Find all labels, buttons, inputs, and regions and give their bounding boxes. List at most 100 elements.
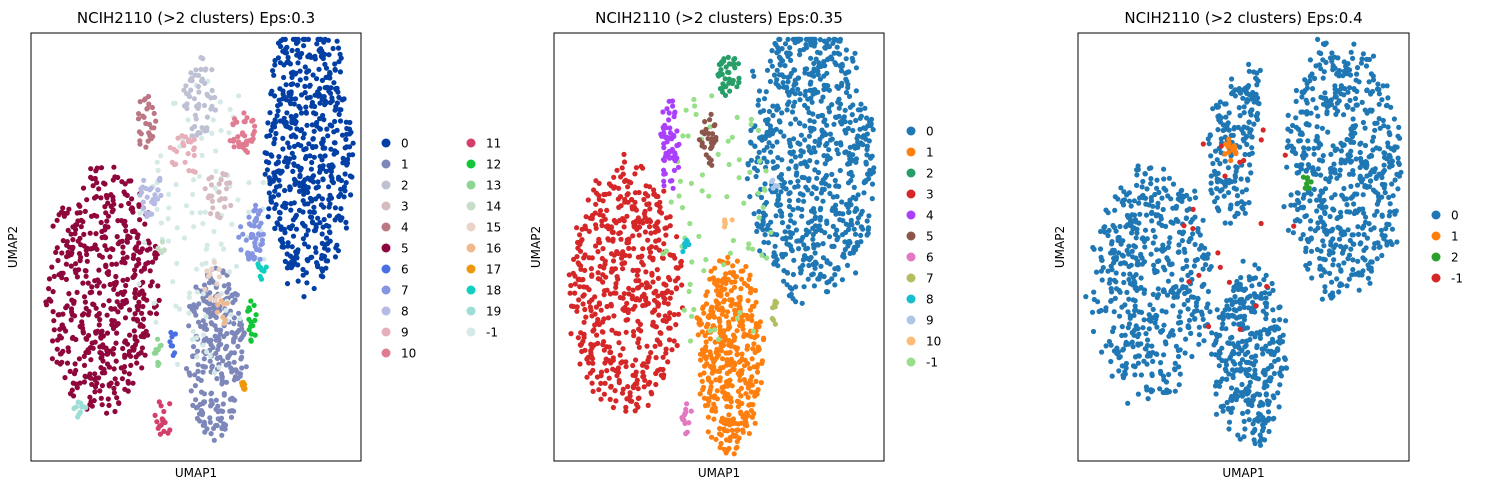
legend-marker	[381, 222, 391, 232]
data-point	[709, 162, 715, 168]
data-point	[213, 314, 219, 320]
data-point	[181, 143, 187, 149]
data-point	[1110, 222, 1116, 229]
data-point	[81, 362, 88, 368]
data-point	[193, 405, 199, 411]
data-point	[850, 127, 856, 134]
data-point	[1120, 238, 1126, 244]
data-point	[609, 327, 615, 333]
legend-label: -1	[926, 356, 938, 370]
data-point	[736, 175, 742, 181]
data-point	[1319, 125, 1325, 131]
data-point	[1324, 231, 1330, 237]
data-point	[320, 176, 326, 182]
data-point	[154, 196, 161, 202]
data-point	[270, 177, 276, 183]
data-point	[107, 254, 113, 260]
data-point	[46, 286, 52, 292]
data-point	[1148, 165, 1154, 171]
data-point	[785, 74, 791, 80]
data-point	[1143, 201, 1149, 207]
data-point	[214, 309, 220, 315]
data-point	[1111, 309, 1117, 315]
data-point	[599, 255, 605, 262]
data-point	[1147, 353, 1153, 359]
data-point	[756, 346, 762, 352]
data-point	[1103, 305, 1109, 311]
data-point	[114, 234, 120, 240]
data-point	[1297, 162, 1303, 168]
data-point	[144, 213, 150, 219]
data-point	[712, 265, 718, 271]
data-point	[1284, 164, 1290, 170]
data-point	[1318, 172, 1324, 178]
data-point	[620, 386, 626, 392]
data-point	[122, 223, 129, 229]
data-point	[304, 69, 310, 75]
data-point	[726, 445, 732, 452]
data-point	[835, 99, 841, 105]
data-point	[1134, 230, 1140, 236]
data-point	[763, 89, 769, 95]
data-point	[596, 196, 602, 203]
data-point	[767, 78, 774, 85]
data-point	[238, 224, 244, 230]
data-point	[598, 369, 605, 375]
data-point	[85, 280, 91, 286]
data-point	[51, 318, 57, 324]
data-point	[630, 329, 637, 335]
data-point	[762, 181, 768, 187]
data-point	[708, 305, 715, 312]
data-point	[804, 163, 810, 169]
legend-label: 0	[401, 137, 409, 151]
data-point	[1311, 145, 1317, 151]
data-point	[641, 196, 647, 203]
data-point	[663, 350, 669, 356]
data-point	[822, 230, 828, 236]
data-point	[786, 191, 792, 197]
data-point	[770, 305, 776, 311]
data-point	[241, 330, 247, 337]
data-point	[590, 360, 596, 366]
data-point	[1307, 260, 1313, 266]
data-point	[191, 96, 197, 102]
data-point	[851, 226, 857, 232]
data-point	[1347, 72, 1354, 78]
data-point	[651, 290, 657, 296]
data-point	[139, 246, 145, 252]
data-point	[1307, 198, 1313, 204]
data-point	[801, 242, 807, 248]
data-point	[797, 91, 803, 97]
data-point	[1386, 221, 1392, 228]
data-point	[105, 351, 111, 357]
legend-marker	[466, 180, 476, 190]
data-point	[208, 182, 215, 188]
data-point	[568, 331, 574, 337]
data-point	[236, 93, 242, 99]
data-point	[194, 103, 200, 109]
data-point	[301, 43, 307, 49]
data-point	[772, 40, 778, 47]
data-point	[199, 261, 205, 267]
data-point	[594, 332, 600, 338]
data-point	[853, 88, 859, 94]
data-point	[1090, 244, 1096, 251]
data-point	[833, 183, 840, 189]
data-point	[1205, 251, 1211, 257]
data-point	[596, 301, 603, 307]
data-point	[592, 210, 598, 216]
data-point	[667, 125, 673, 131]
data-point	[601, 292, 607, 298]
data-point	[1192, 195, 1199, 201]
data-point	[577, 284, 583, 290]
data-point	[805, 187, 811, 193]
data-point	[846, 209, 852, 215]
data-point	[747, 194, 753, 200]
data-point	[726, 319, 732, 325]
data-point	[1152, 191, 1158, 198]
data-point	[89, 340, 95, 346]
data-point	[855, 192, 861, 198]
data-point	[261, 268, 267, 274]
data-point	[67, 391, 74, 397]
data-point	[284, 164, 290, 170]
